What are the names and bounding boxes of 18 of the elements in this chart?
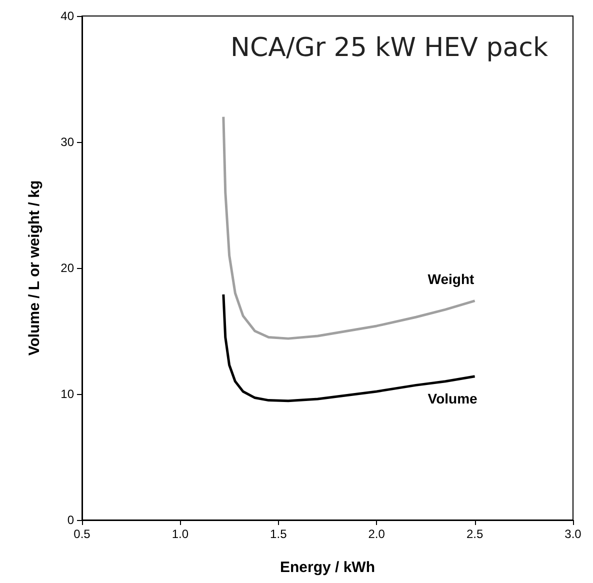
line-series — [222, 293, 476, 402]
x-tick-label: 3.0 — [564, 527, 582, 541]
line-series — [222, 116, 476, 340]
series-label: Volume — [428, 390, 478, 406]
y-tick-label: 10 — [60, 387, 74, 401]
y-tick-label: 30 — [60, 135, 74, 149]
y-tick-label: 20 — [60, 261, 74, 275]
text: NCA/Gr 25 kW HEV pack — [230, 33, 548, 63]
y-axis-title: Volume / L or weight / kg — [26, 180, 43, 356]
y-tick-label: 0 — [67, 513, 74, 527]
x-axis-title: Energy / kWh — [280, 559, 376, 576]
x-tick-label: 0.5 — [74, 527, 91, 541]
x-tick-label: 1.0 — [172, 527, 189, 541]
x-tick-label: 2.5 — [466, 527, 484, 541]
x-tick-label: 2.0 — [368, 527, 386, 541]
y-tick-label: 40 — [60, 9, 74, 23]
series-label: Weight — [428, 270, 475, 287]
x-tick-label: 1.5 — [270, 527, 288, 541]
